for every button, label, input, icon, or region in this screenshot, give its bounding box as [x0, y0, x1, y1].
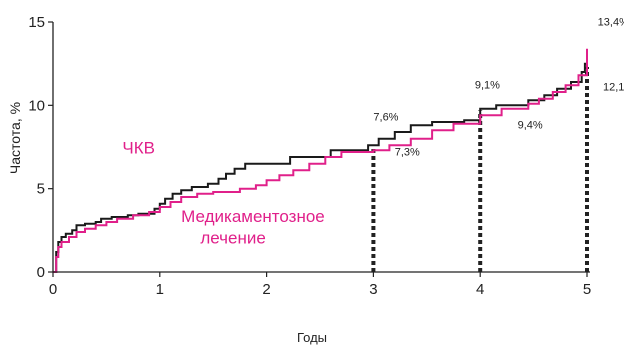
x-tick-label: 1: [156, 281, 164, 298]
series-label: Медикаментозное: [181, 207, 325, 226]
data-annotation: 13,4%: [598, 16, 624, 28]
y-tick-label: 5: [37, 181, 45, 198]
y-tick-label: 0: [37, 264, 45, 281]
series-label: лечение: [200, 229, 265, 248]
x-tick-label: 2: [262, 281, 270, 298]
y-tick-label: 15: [28, 14, 45, 31]
data-annotation: 9,4%: [518, 120, 543, 132]
ticks: 0 1 2 3 4 5 0 5 10 15: [28, 14, 591, 298]
reference-lines: [371, 67, 589, 272]
x-tick-label: 3: [369, 281, 377, 298]
axes: [52, 22, 590, 273]
x-tick-label: 0: [49, 281, 57, 298]
series-labels: ЧКВ Медикаментозное лечение: [122, 139, 324, 248]
x-tick-label: 4: [476, 281, 484, 298]
x-axis-title: Годы: [296, 330, 328, 345]
data-annotation: 7,6%: [373, 111, 398, 123]
annotations: 7,6% 7,3% 9,1% 9,4% 13,4% 12,1%: [373, 16, 624, 158]
y-tick-label: 10: [28, 97, 45, 114]
y-axis-title: Частота, %: [7, 102, 23, 174]
data-annotation: 9,1%: [475, 80, 500, 92]
series-lines: [53, 48, 588, 273]
series-label: ЧКВ: [122, 139, 155, 158]
series-line: [53, 62, 588, 273]
x-tick-label: 5: [583, 281, 591, 298]
data-annotation: 12,1%: [603, 81, 624, 93]
series-line: [53, 48, 588, 273]
data-annotation: 7,3%: [395, 146, 420, 158]
